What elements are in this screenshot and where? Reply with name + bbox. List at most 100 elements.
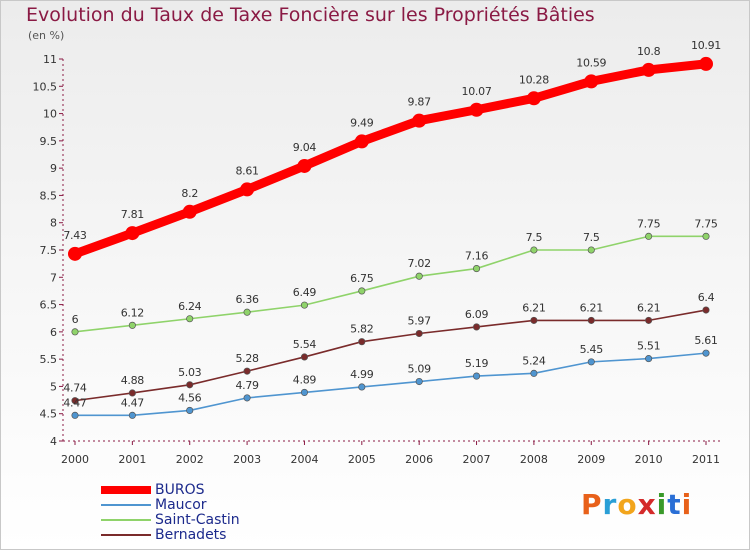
data-point-saint-castin — [472, 265, 481, 273]
data-label-buros: 10.59 — [576, 56, 606, 69]
data-label-saint-castin: 7.75 — [637, 217, 661, 230]
data-point-maucor — [71, 411, 79, 419]
data-label-buros: 8.61 — [235, 164, 258, 177]
data-point-saint-castin — [415, 272, 423, 280]
data-label-buros: 7.43 — [63, 229, 87, 242]
data-point-maucor — [358, 383, 366, 391]
data-label-saint-castin: 7.16 — [465, 250, 489, 263]
data-label-maucor: 4.56 — [178, 391, 202, 404]
data-point-bernadets — [645, 316, 653, 324]
data-label-saint-castin: 6.75 — [350, 272, 374, 285]
legend-swatch-buros — [101, 486, 151, 494]
data-label-saint-castin: 7.75 — [694, 217, 718, 230]
series-line-buros — [70, 59, 711, 259]
data-label-bernadets: 5.82 — [350, 323, 373, 336]
data-point-buros — [68, 246, 82, 261]
legend-label-buros: BUROS — [155, 482, 205, 498]
data-label-bernadets: 6.21 — [522, 301, 545, 314]
data-point-buros — [297, 158, 312, 173]
y-tick-label: 6 — [50, 326, 57, 339]
y-tick-label: 7 — [50, 271, 57, 284]
logo-letter: t — [667, 488, 682, 521]
x-tick-label: 2005 — [348, 453, 376, 466]
legend-swatch-bernadets — [101, 534, 151, 536]
data-label-saint-castin: 6.36 — [235, 293, 259, 306]
data-point-saint-castin — [243, 308, 251, 316]
data-point-bernadets — [415, 329, 423, 338]
x-tick-label: 2008 — [520, 453, 548, 466]
data-label-buros: 9.87 — [408, 96, 432, 109]
data-label-maucor: 4.79 — [235, 379, 259, 392]
x-tick-label: 2009 — [577, 453, 605, 466]
data-label-buros: 7.81 — [121, 208, 144, 221]
data-point-maucor — [530, 369, 538, 377]
y-tick-label: 8.5 — [40, 189, 58, 202]
logo-letter: x — [637, 488, 657, 521]
data-point-saint-castin — [300, 301, 309, 309]
logo-letter: i — [681, 488, 693, 521]
data-point-bernadets — [300, 353, 309, 361]
data-point-maucor — [645, 355, 653, 363]
legend-label-bernadets: Bernadets — [155, 527, 227, 543]
data-label-maucor: 4.47 — [63, 396, 87, 409]
data-label-maucor: 5.45 — [580, 343, 604, 356]
data-point-bernadets — [358, 338, 366, 346]
proxiti-logo: Proxiti — [581, 488, 692, 521]
data-label-bernadets: 6.4 — [698, 291, 715, 304]
data-label-maucor: 5.09 — [408, 363, 432, 376]
data-label-bernadets: 4.74 — [63, 382, 87, 395]
data-label-saint-castin: 7.02 — [408, 257, 431, 270]
legend-label-maucor: Maucor — [155, 497, 207, 513]
y-tick-label: 10 — [43, 108, 57, 121]
data-label-bernadets: 6.21 — [580, 301, 603, 314]
x-tick-label: 2000 — [61, 453, 89, 466]
legend-swatch-maucor — [101, 504, 151, 506]
y-tick-label: 8 — [50, 217, 57, 230]
data-point-buros — [240, 182, 255, 197]
data-label-maucor: 4.99 — [350, 368, 374, 381]
data-point-saint-castin — [358, 287, 366, 295]
data-point-maucor — [128, 411, 136, 419]
logo-letter: o — [617, 488, 638, 521]
data-label-saint-castin: 6.12 — [121, 306, 144, 319]
chart-title: Evolution du Taux de Taxe Foncière sur l… — [26, 4, 595, 26]
series-line-saint-castin — [74, 235, 707, 333]
data-point-buros — [526, 91, 541, 106]
data-label-bernadets: 5.54 — [293, 338, 317, 351]
data-label-buros: 9.04 — [293, 141, 317, 154]
data-point-buros — [412, 113, 427, 128]
y-tick-label: 4.5 — [40, 408, 58, 421]
data-point-maucor — [300, 388, 309, 396]
logo-letter: r — [602, 488, 618, 521]
data-label-maucor: 5.61 — [694, 334, 717, 347]
data-label-bernadets: 6.09 — [465, 308, 489, 321]
data-point-buros — [699, 56, 713, 71]
data-point-buros — [641, 62, 656, 77]
y-tick-label: 6.5 — [40, 299, 58, 312]
data-label-buros: 8.2 — [181, 187, 198, 200]
data-point-maucor — [472, 372, 481, 380]
y-tick-label: 9.5 — [40, 135, 58, 148]
y-tick-label: 9 — [50, 162, 57, 175]
data-point-buros — [182, 204, 197, 219]
y-tick-label: 7.5 — [40, 244, 58, 257]
data-label-buros: 10.91 — [691, 39, 721, 52]
logo-letter: P — [581, 488, 603, 521]
data-point-bernadets — [243, 367, 251, 375]
data-label-maucor: 5.51 — [637, 340, 660, 353]
data-point-saint-castin — [128, 321, 136, 329]
data-point-buros — [125, 226, 140, 241]
data-label-saint-castin: 6.24 — [178, 300, 202, 313]
data-point-maucor — [186, 406, 194, 414]
x-tick-label: 2002 — [176, 453, 204, 466]
data-label-buros: 10.07 — [462, 85, 492, 98]
data-label-buros: 10.28 — [519, 73, 549, 86]
x-tick-label: 2003 — [233, 453, 261, 466]
series-line-bernadets — [74, 309, 707, 402]
x-tick-label: 2001 — [118, 453, 146, 466]
y-tick-label: 10.5 — [33, 80, 58, 93]
data-point-bernadets — [530, 316, 538, 324]
x-tick-label: 2011 — [692, 453, 720, 466]
